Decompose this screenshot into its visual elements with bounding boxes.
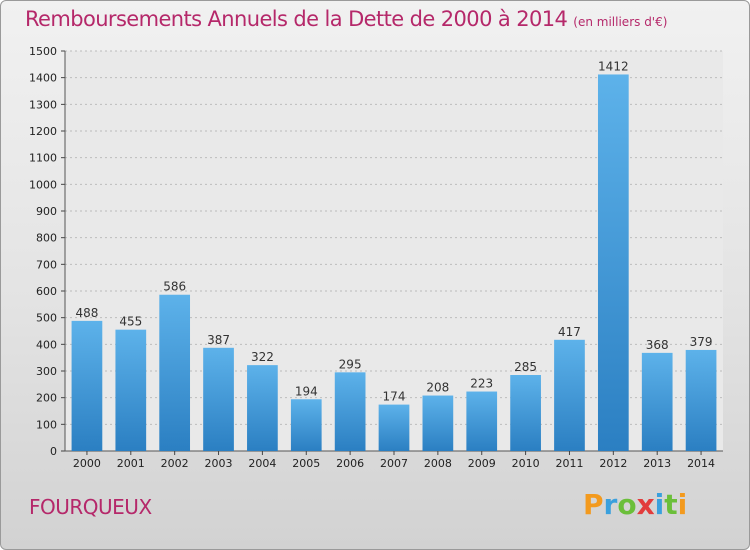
y-tick-label: 1100	[29, 152, 57, 165]
data-label: 379	[690, 335, 713, 349]
x-tick-label: 2012	[599, 457, 627, 470]
x-tick-label: 2009	[468, 457, 496, 470]
x-tick-label: 2005	[292, 457, 320, 470]
data-label: 455	[119, 315, 142, 329]
bar	[510, 375, 541, 451]
logo-letter: i	[654, 488, 665, 521]
bar	[290, 399, 322, 451]
bar	[247, 365, 278, 451]
y-tick-label: 500	[36, 312, 57, 325]
data-label: 322	[251, 350, 274, 364]
x-tick-label: 2008	[424, 457, 452, 470]
data-label: 417	[558, 325, 581, 339]
y-tick-label: 1400	[29, 72, 57, 85]
data-label: 285	[514, 360, 537, 374]
bar	[554, 339, 585, 451]
y-tick-label: 100	[36, 418, 57, 431]
chart-title: Remboursements Annuels de la Dette de 20…	[25, 7, 668, 31]
x-tick-label: 2004	[248, 457, 276, 470]
logo-letter: i	[677, 488, 688, 521]
data-label: 368	[646, 338, 669, 352]
x-tick-label: 2002	[161, 457, 189, 470]
data-label: 387	[207, 333, 230, 347]
y-tick-label: 1000	[29, 178, 57, 191]
x-tick-label: 2006	[336, 457, 364, 470]
data-label: 488	[75, 306, 98, 320]
logo-letter: t	[664, 488, 678, 521]
logo-letter: x	[636, 488, 655, 521]
bar	[334, 372, 366, 451]
logo-letter: r	[603, 488, 618, 521]
x-tick-label: 2001	[117, 457, 145, 470]
bar	[466, 391, 498, 451]
bar	[115, 329, 147, 451]
data-label: 208	[426, 381, 449, 395]
x-tick-label: 2000	[73, 457, 101, 470]
bar	[159, 294, 191, 451]
x-tick-label: 2007	[380, 457, 408, 470]
bar	[597, 74, 629, 451]
data-label: 1412	[598, 59, 629, 73]
bar	[641, 352, 673, 451]
y-tick-label: 700	[36, 258, 57, 271]
y-tick-label: 0	[50, 445, 57, 458]
y-tick-label: 800	[36, 232, 57, 245]
logo-letter: o	[617, 488, 637, 521]
y-tick-label: 400	[36, 338, 57, 351]
x-tick-label: 2011	[555, 457, 583, 470]
data-label: 295	[339, 357, 362, 371]
x-tick-label: 2013	[643, 457, 671, 470]
y-tick-label: 300	[36, 365, 57, 378]
y-tick-label: 900	[36, 205, 57, 218]
x-tick-label: 2014	[687, 457, 715, 470]
commune-name: FOURQUEUX	[29, 495, 152, 519]
data-label: 586	[163, 280, 186, 294]
data-label: 223	[470, 377, 493, 391]
y-tick-label: 1500	[29, 45, 57, 58]
bar	[422, 395, 454, 451]
y-tick-label: 600	[36, 285, 57, 298]
bar	[685, 349, 717, 451]
bar	[71, 320, 103, 451]
data-label: 194	[295, 384, 318, 398]
logo-letter: P	[583, 488, 604, 521]
y-tick-label: 1300	[29, 98, 57, 111]
chart-subtitle: (en milliers d'€)	[573, 15, 668, 29]
x-tick-label: 2003	[205, 457, 233, 470]
bar	[378, 404, 410, 451]
proxiti-logo: Proxiti	[583, 488, 687, 521]
y-tick-label: 1200	[29, 125, 57, 138]
bar	[203, 347, 234, 451]
x-tick-label: 2010	[512, 457, 540, 470]
data-label: 174	[383, 390, 406, 404]
y-tick-label: 200	[36, 392, 57, 405]
